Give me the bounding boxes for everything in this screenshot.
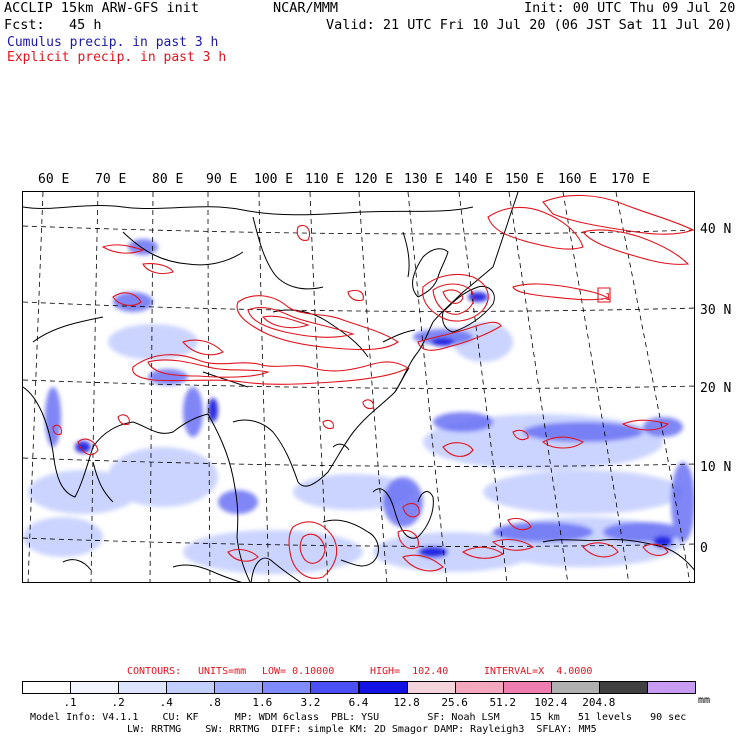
lat-label: 40 N xyxy=(700,222,732,237)
colorbar-tick-label: 25.6 xyxy=(441,696,468,709)
contours-low: LOW= 0.10000 xyxy=(262,666,335,677)
explicit-legend: Explicit precip. in past 3 h xyxy=(7,50,227,65)
init-time: Init: 00 UTC Thu 09 Jul 20 xyxy=(524,0,736,16)
colorbar-swatch xyxy=(502,681,552,694)
lon-label: 80 E xyxy=(152,172,184,187)
lat-label: 0 xyxy=(700,541,708,556)
lat-label: 10 N xyxy=(700,460,732,475)
org-label: NCAR/MMM xyxy=(273,0,339,16)
lat-label: 20 N xyxy=(700,381,732,396)
colorbar-tick-label: 51.2 xyxy=(489,696,516,709)
lon-label: 170 E xyxy=(611,172,651,187)
lon-label: 70 E xyxy=(95,172,127,187)
contours-high: HIGH= 102.40 xyxy=(370,666,449,677)
forecast-hour: Fcst: 45 h xyxy=(4,17,102,33)
precip-map: .1 xyxy=(22,191,695,583)
colorbar-tick-label: 6.4 xyxy=(348,696,369,709)
explicit-precip-contours xyxy=(52,194,694,579)
contours-units: UNITS=mm xyxy=(198,666,247,677)
colorbar-swatch xyxy=(358,681,408,694)
map-annotation: .1 xyxy=(599,292,611,303)
colorbar-unit: mm xyxy=(698,695,711,706)
colorbar-swatch xyxy=(406,681,456,694)
colorbar-swatch xyxy=(118,681,168,694)
colorbar-tick-label: 12.8 xyxy=(393,696,420,709)
colorbar-swatch xyxy=(166,681,216,694)
colorbar-tick-label: .4 xyxy=(159,696,173,709)
colorbar-tick-label: 3.2 xyxy=(300,696,321,709)
colorbar-tick-label: 1.6 xyxy=(252,696,273,709)
colorbar-tick-label: .2 xyxy=(111,696,125,709)
coastlines xyxy=(23,192,694,582)
model-info-line1: Model Info: V4.1.1 CU: KF MP: WDM 6class… xyxy=(30,712,687,723)
lon-label: 120 E xyxy=(354,172,394,187)
lon-label: 100 E xyxy=(254,172,294,187)
lat-lon-grid xyxy=(23,192,694,582)
colorbar-swatch xyxy=(70,681,120,694)
colorbar-swatch xyxy=(550,681,600,694)
valid-time: Valid: 21 UTC Fri 10 Jul 20 (06 JST Sat … xyxy=(326,17,733,33)
cumulus-legend: Cumulus precip. in past 3 h xyxy=(7,35,219,50)
colorbar-swatch xyxy=(22,681,72,694)
colorbar-swatch xyxy=(310,681,360,694)
colorbar-swatch xyxy=(214,681,264,694)
colorbar-swatch xyxy=(646,681,696,694)
colorbar-tick-label: 204.8 xyxy=(582,696,616,709)
contours-interval: INTERVAL=X 4.0000 xyxy=(484,666,593,677)
model-info-line2: LW: RRTMG SW: RRTMG DIFF: simple KM: 2D … xyxy=(127,724,597,735)
lat-label: 30 N xyxy=(700,303,732,318)
colorbar-swatch xyxy=(454,681,504,694)
contours-label: CONTOURS: xyxy=(127,666,182,677)
colorbar-tick-label: .8 xyxy=(207,696,221,709)
cumulus-precip-shading xyxy=(23,239,694,574)
lon-label: 110 E xyxy=(305,172,345,187)
lon-label: 150 E xyxy=(505,172,545,187)
colorbar-swatch xyxy=(262,681,312,694)
lon-label: 130 E xyxy=(404,172,444,187)
model-title: ACCLIP 15km ARW-GFS init xyxy=(4,0,200,16)
colorbar-tick-label: 102.4 xyxy=(534,696,568,709)
lon-label: 160 E xyxy=(558,172,598,187)
lon-label: 60 E xyxy=(38,172,70,187)
colorbar-swatch xyxy=(598,681,648,694)
colorbar-tick-label: .1 xyxy=(63,696,77,709)
lon-label: 90 E xyxy=(206,172,238,187)
lon-label: 140 E xyxy=(454,172,494,187)
